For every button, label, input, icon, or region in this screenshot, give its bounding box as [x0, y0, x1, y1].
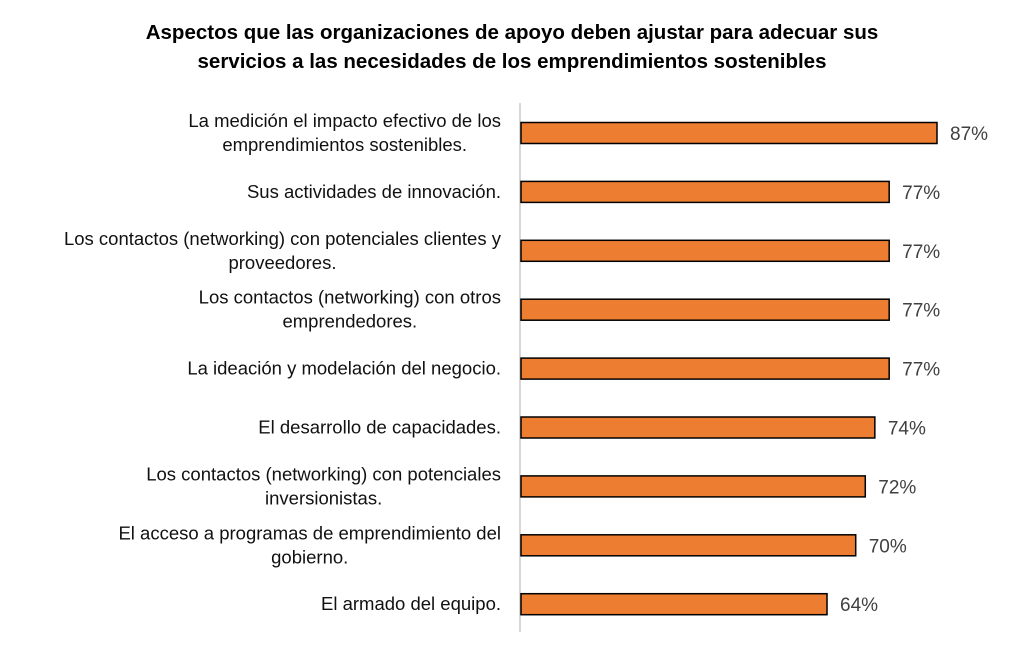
category-label-5: La ideación y modelación del negocio.: [187, 358, 501, 379]
bar-4: [520, 298, 890, 321]
chart-title-line-2: servicios a las necesidades de los empre…: [197, 50, 827, 73]
category-label-7-line-1: Los contactos (networking) con potencial…: [146, 463, 501, 484]
value-label-9: 64%: [840, 595, 878, 616]
category-label-2: Sus actividades de innovación.: [247, 181, 501, 202]
category-label-1-line-1: La medición el impacto efectivo de los: [188, 110, 501, 131]
category-label-1-line-2: emprendimientos sostenibles.: [222, 134, 467, 155]
value-label-2: 77%: [902, 183, 940, 204]
category-label-4-line-1: Los contactos (networking) con otros: [199, 287, 501, 308]
category-label-8-line-1: El acceso a programas de emprendimiento …: [118, 522, 501, 543]
category-label-5-line-1: La ideación y modelación del negocio.: [187, 358, 501, 379]
category-label-7-line-2: inversionistas.: [265, 487, 382, 508]
category-label-7: Los contactos (networking) con potencial…: [146, 463, 501, 508]
bar-6: [520, 416, 876, 439]
chart-title: Aspectos que las organizaciones de apoyo…: [60, 18, 964, 76]
bar-5: [520, 357, 890, 380]
value-label-4: 77%: [902, 301, 940, 322]
category-label-3-line-1: Los contactos (networking) con potencial…: [64, 228, 502, 249]
category-label-6-line-1: El desarrollo de capacidades.: [258, 417, 501, 438]
value-label-5: 77%: [902, 360, 940, 381]
value-label-6: 74%: [888, 419, 926, 440]
bar-2: [520, 180, 890, 204]
category-label-4-line-2: emprendedores.: [282, 311, 417, 332]
chart-title-line-1: Aspectos que las organizaciones de apoyo…: [145, 21, 879, 44]
bar-7: [520, 475, 867, 498]
value-label-1: 87%: [950, 124, 988, 145]
bar-9: [520, 592, 828, 616]
value-label-7: 72%: [878, 477, 916, 498]
category-label-3-line-2: proveedores.: [228, 252, 336, 273]
bars-layer: 87% La medición el impacto efectivo de lo…: [64, 110, 988, 616]
category-label-1: La medición el impacto efectivo de los em…: [188, 110, 501, 155]
value-label-8: 70%: [869, 536, 907, 557]
category-label-2-line-1: Sus actividades de innovación.: [247, 181, 501, 202]
category-label-4: Los contactos (networking) con otros empr…: [199, 287, 501, 332]
category-label-6: El desarrollo de capacidades.: [258, 417, 501, 438]
bar-1: [520, 121, 938, 145]
bar-3: [520, 239, 890, 263]
category-label-8-line-2: gobierno.: [271, 546, 348, 567]
value-label-3: 77%: [902, 242, 940, 263]
bar-8: [520, 534, 857, 557]
category-label-9-line-1: El armado del equipo.: [321, 593, 501, 614]
category-label-3: Los contactos (networking) con potencial…: [64, 228, 502, 273]
category-label-8: El acceso a programas de emprendimiento …: [118, 522, 501, 567]
category-label-9: El armado del equipo.: [321, 593, 501, 614]
